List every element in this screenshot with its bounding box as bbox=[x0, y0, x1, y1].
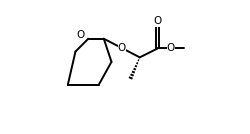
Text: O: O bbox=[154, 16, 162, 26]
Text: O: O bbox=[166, 43, 175, 53]
Text: O: O bbox=[118, 43, 126, 53]
Text: O: O bbox=[76, 30, 85, 40]
